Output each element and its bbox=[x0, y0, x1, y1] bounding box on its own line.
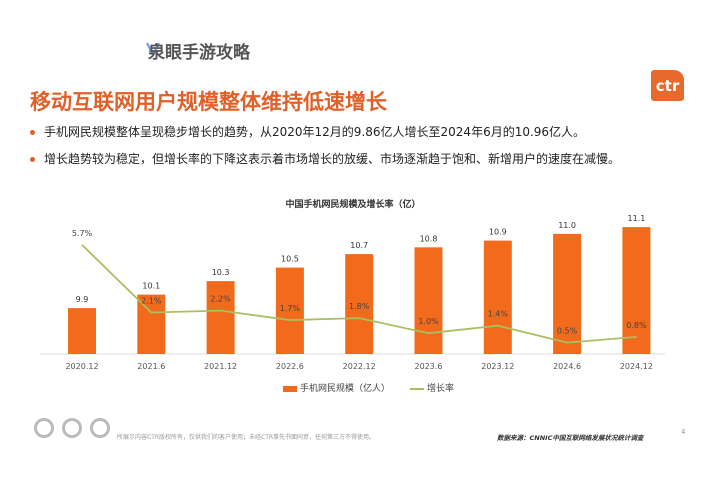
copyright-note: 所展示内容CTR版权所有，仅供我们的客户使用；未经CTR事先书面同意，任何第三方… bbox=[117, 434, 376, 441]
x-tick-label: 2024.12 bbox=[620, 362, 653, 371]
x-tick-label: 2024.6 bbox=[553, 362, 581, 371]
line-label: 1.0% bbox=[418, 317, 439, 326]
ctr-logo: ctr bbox=[651, 70, 684, 101]
x-tick-label: 2021.6 bbox=[137, 362, 165, 371]
data-source: 数据来源：CNNIC中国互联网络发展状况统计调查 bbox=[497, 434, 644, 442]
bar-label: 10.7 bbox=[350, 241, 368, 250]
line-label: 2.2% bbox=[210, 295, 231, 304]
brand-logo-icon bbox=[146, 42, 160, 56]
bar bbox=[68, 308, 96, 354]
bar-label: 11.1 bbox=[627, 214, 645, 223]
line-label: 1.7% bbox=[280, 304, 301, 313]
bullet-point: 手机网民规模整体呈现稳步增长的趋势，从2020年12月的9.86亿人增长至202… bbox=[30, 123, 585, 140]
bar-label: 9.9 bbox=[76, 295, 89, 304]
bar-label: 11.0 bbox=[558, 221, 576, 230]
legend-item-bar: 手机网民规模（亿人） bbox=[283, 381, 390, 394]
x-tick-label: 2022.12 bbox=[343, 362, 376, 371]
line-label: 0.8% bbox=[626, 321, 647, 330]
line-label: 1.8% bbox=[349, 302, 370, 311]
growth-rate-line bbox=[81, 244, 637, 344]
chart: 中国手机网民规模及增长率（亿） 9.9 2020.12 10.1 2021.6 10.3 2… bbox=[40, 198, 665, 371]
bar-label: 10.9 bbox=[489, 228, 507, 237]
certification-icon bbox=[90, 418, 110, 438]
bar bbox=[345, 254, 374, 354]
line-label: 1.4% bbox=[488, 310, 509, 319]
bar bbox=[553, 233, 582, 354]
chart-title: 中国手机网民规模及增长率（亿） bbox=[285, 198, 420, 210]
bar-label: 10.1 bbox=[142, 282, 160, 291]
bar-label: 10.3 bbox=[212, 268, 230, 277]
bar-label: 10.8 bbox=[420, 234, 438, 243]
x-tick-label: 2020.12 bbox=[65, 362, 98, 371]
page-number: 4 bbox=[681, 428, 686, 436]
x-tick-label: 2023.6 bbox=[415, 362, 443, 371]
bar-label: 10.5 bbox=[281, 255, 299, 264]
bar bbox=[483, 240, 512, 354]
line-label: 0.5% bbox=[557, 327, 578, 336]
line-label: 5.7% bbox=[72, 229, 93, 238]
bar bbox=[206, 281, 235, 354]
certification-icon bbox=[34, 418, 54, 438]
slide-title: 移动互联网用户规模整体维持低速增长 bbox=[30, 90, 387, 114]
line-label: 2.1% bbox=[141, 297, 162, 306]
legend: 手机网民规模（亿人） 增长率 bbox=[283, 381, 454, 394]
brand-name: 泉眼手游攻略 bbox=[148, 43, 250, 63]
bar bbox=[622, 227, 651, 354]
bar bbox=[275, 267, 304, 354]
bullet-point: 增长趋势较为稳定，但增长率的下降这表示着市场增长的放缓、市场逐渐趋于饱和、新增用… bbox=[30, 150, 620, 167]
x-tick-label: 2022.6 bbox=[276, 362, 304, 371]
x-tick-label: 2021.12 bbox=[204, 362, 237, 371]
x-tick-label: 2023.12 bbox=[481, 362, 514, 371]
legend-item-line: 增长率 bbox=[410, 381, 454, 394]
certification-icon bbox=[62, 418, 82, 438]
bar bbox=[414, 247, 443, 354]
